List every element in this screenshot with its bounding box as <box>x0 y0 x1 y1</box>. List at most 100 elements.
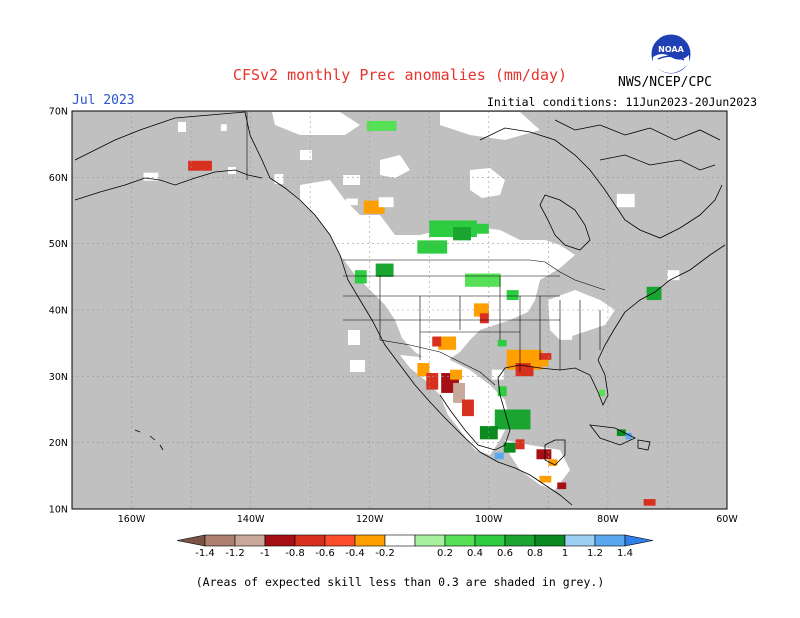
anomaly-patch <box>345 198 358 206</box>
anomaly-patch <box>616 193 635 208</box>
latitude-label: 70N <box>49 107 68 118</box>
anomaly-patch <box>366 120 397 131</box>
longitude-label: 140W <box>237 514 265 525</box>
anomaly-patch <box>470 223 489 234</box>
longitude-label: 60W <box>716 514 738 525</box>
colorbar-box <box>204 534 236 547</box>
colorbar-label: 0.6 <box>497 548 513 559</box>
skill-footnote: (Areas of expected skill less than 0.3 a… <box>195 575 605 589</box>
anomaly-patch <box>497 339 507 347</box>
colorbar-label: -0.6 <box>315 548 335 559</box>
anomaly-patch <box>616 429 626 437</box>
anomaly-patch <box>643 499 656 506</box>
colorbar-box <box>414 534 446 547</box>
colorbar-label: -1 <box>260 548 270 559</box>
anomaly-patch <box>432 353 451 364</box>
colorbar-label: -0.2 <box>375 548 395 559</box>
longitude-label: 120W <box>356 514 384 525</box>
anomaly-patch <box>503 442 516 453</box>
initial-conditions: Initial conditions: 11Jun2023-20Jun2023 <box>487 95 758 109</box>
anomaly-patch <box>426 373 439 390</box>
colorbar-box <box>504 534 536 547</box>
colorbar-min-arrow <box>176 534 206 547</box>
anomaly-patch <box>560 329 573 340</box>
latitude-labels: 70N 60N 50N 40N 30N 20N 10N <box>49 107 68 516</box>
anomaly-patch <box>479 313 489 324</box>
colorbar-label: -1.4 <box>195 548 215 559</box>
anomaly-patch <box>539 475 552 483</box>
anomaly-patch <box>417 240 448 254</box>
colorbar-box <box>354 534 386 547</box>
anomaly-patch <box>530 356 549 367</box>
anomaly-patch <box>500 266 519 274</box>
anomaly-patch <box>432 336 442 347</box>
anomaly-patch <box>465 273 501 287</box>
anomaly-patch <box>453 227 471 241</box>
map-frame <box>71 110 728 510</box>
anomaly-patch <box>506 290 519 301</box>
anomaly-patch <box>494 409 531 430</box>
anomaly-patch <box>378 197 394 208</box>
forecast-period: Jul 2023 <box>72 93 135 108</box>
colorbar-label: 0.2 <box>437 548 453 559</box>
map-title: CFSv2 monthly Prec anomalies (mm/day) <box>232 66 568 84</box>
colorbar-label: -1.2 <box>225 548 245 559</box>
longitude-labels: 160W 140W 120W 100W 80W 60W <box>118 514 739 525</box>
anomaly-patch <box>375 263 394 277</box>
anomaly-patches <box>143 120 680 506</box>
latitude-label: 40N <box>49 306 68 317</box>
colorbar-label: -0.8 <box>285 548 305 559</box>
anomaly-patch <box>491 369 504 380</box>
anomaly-patch <box>220 124 227 131</box>
anomaly-patch <box>188 160 212 171</box>
latitude-label: 30N <box>49 372 68 383</box>
colorbar-box <box>594 534 626 547</box>
anomaly-patch <box>143 172 159 181</box>
colorbar-box <box>384 534 416 547</box>
colorbar-label: 1 <box>562 548 568 559</box>
anomaly-patch <box>274 174 284 184</box>
colorbar-label: 0.8 <box>527 548 543 559</box>
colorbar-box <box>444 534 476 547</box>
longitude-label: 80W <box>597 514 619 525</box>
colorbar-max-arrow <box>624 534 654 547</box>
anomaly-patch <box>450 369 463 380</box>
anomaly-patch <box>494 452 504 460</box>
colorbar-box <box>564 534 596 547</box>
latitude-label: 60N <box>49 173 68 184</box>
longitude-label: 160W <box>118 514 146 525</box>
logo-lettering: NOAA <box>658 45 684 54</box>
anomaly-patch <box>497 386 507 397</box>
anomaly-patch <box>354 270 367 284</box>
colorbar-box <box>534 534 566 547</box>
anomaly-patch <box>557 482 567 490</box>
anomaly-patch <box>453 382 465 403</box>
colorbar-label: 1.2 <box>587 548 603 559</box>
colorbar-box <box>264 534 296 547</box>
anomaly-patch <box>515 439 525 450</box>
anomaly-patch <box>462 399 474 417</box>
anomaly-patch <box>476 253 489 261</box>
coastlines <box>74 111 726 506</box>
anomaly-patch <box>536 449 552 460</box>
colorbar-label: 0.4 <box>467 548 483 559</box>
colorbar-label: -0.4 <box>345 548 365 559</box>
colorbar-box <box>294 534 326 547</box>
political-borders <box>246 112 606 386</box>
latitude-label: 10N <box>49 505 68 516</box>
anomaly-patch <box>473 303 489 317</box>
noaa-logo-icon: NOAA <box>650 33 692 75</box>
agency-label: NWS/NCEP/CPC <box>618 75 712 90</box>
anomaly-patch <box>598 389 605 397</box>
colorbar-box <box>324 534 356 547</box>
longitude-label: 100W <box>475 514 503 525</box>
colorbar-box <box>474 534 506 547</box>
colorbar-label: 1.4 <box>617 548 633 559</box>
latitude-label: 50N <box>49 239 68 250</box>
latitude-label: 20N <box>49 438 68 449</box>
anomaly-patch <box>438 336 457 350</box>
anomaly-patch <box>548 459 558 466</box>
graticule <box>72 111 727 509</box>
